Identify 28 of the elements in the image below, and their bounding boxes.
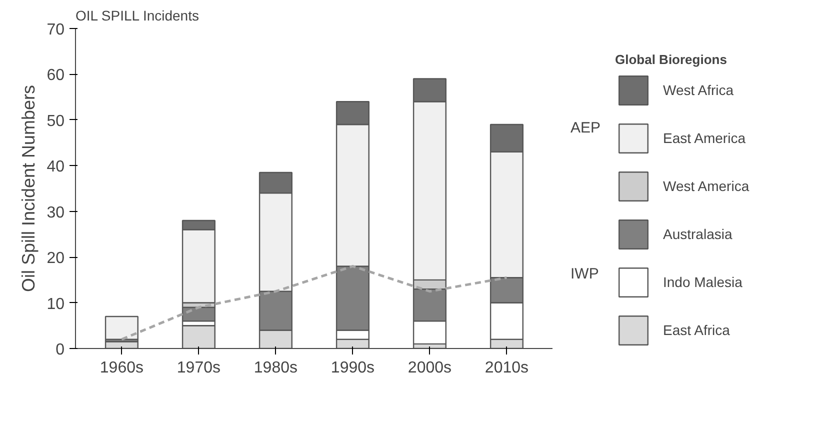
line-series: [120, 264, 508, 341]
y-tick-label: 0: [56, 342, 65, 358]
x-tick-label: 2000s: [408, 360, 452, 376]
x-tick-label: 1990s: [330, 360, 375, 376]
legend-label: West Africa: [663, 82, 734, 98]
x-tick-label: 1980s: [254, 360, 298, 376]
y-tick-label: 30: [46, 204, 65, 222]
legend-label: East America: [663, 130, 746, 146]
chart-title: OIL SPILL Incidents: [76, 8, 199, 24]
legend-title: Global Bioregions: [615, 52, 728, 67]
legend-label: Indo Malesia: [663, 274, 742, 290]
bar: [104, 316, 138, 340]
y-axis-title: Oil Spill Incident Numbers: [18, 84, 39, 292]
text: IWP: [570, 266, 599, 282]
x-tick-label: 1970s: [176, 360, 221, 376]
legend-label: West America: [663, 178, 750, 194]
x-tick-label: 1960s: [100, 360, 144, 376]
legend-label: East Africa: [663, 322, 730, 338]
y-tick-label: 70: [46, 22, 65, 38]
y-tick-label: 60: [46, 67, 65, 84]
y-tick-label: 10: [46, 296, 65, 313]
y-tick-label: 40: [46, 158, 65, 176]
x-tick-label: 2010s: [484, 360, 529, 376]
bar: [182, 325, 216, 348]
y-tick-label: 20: [46, 250, 65, 268]
legend-label: Australasia: [663, 226, 732, 242]
y-tick-label: 50: [46, 112, 65, 130]
text: AEP: [570, 120, 601, 136]
